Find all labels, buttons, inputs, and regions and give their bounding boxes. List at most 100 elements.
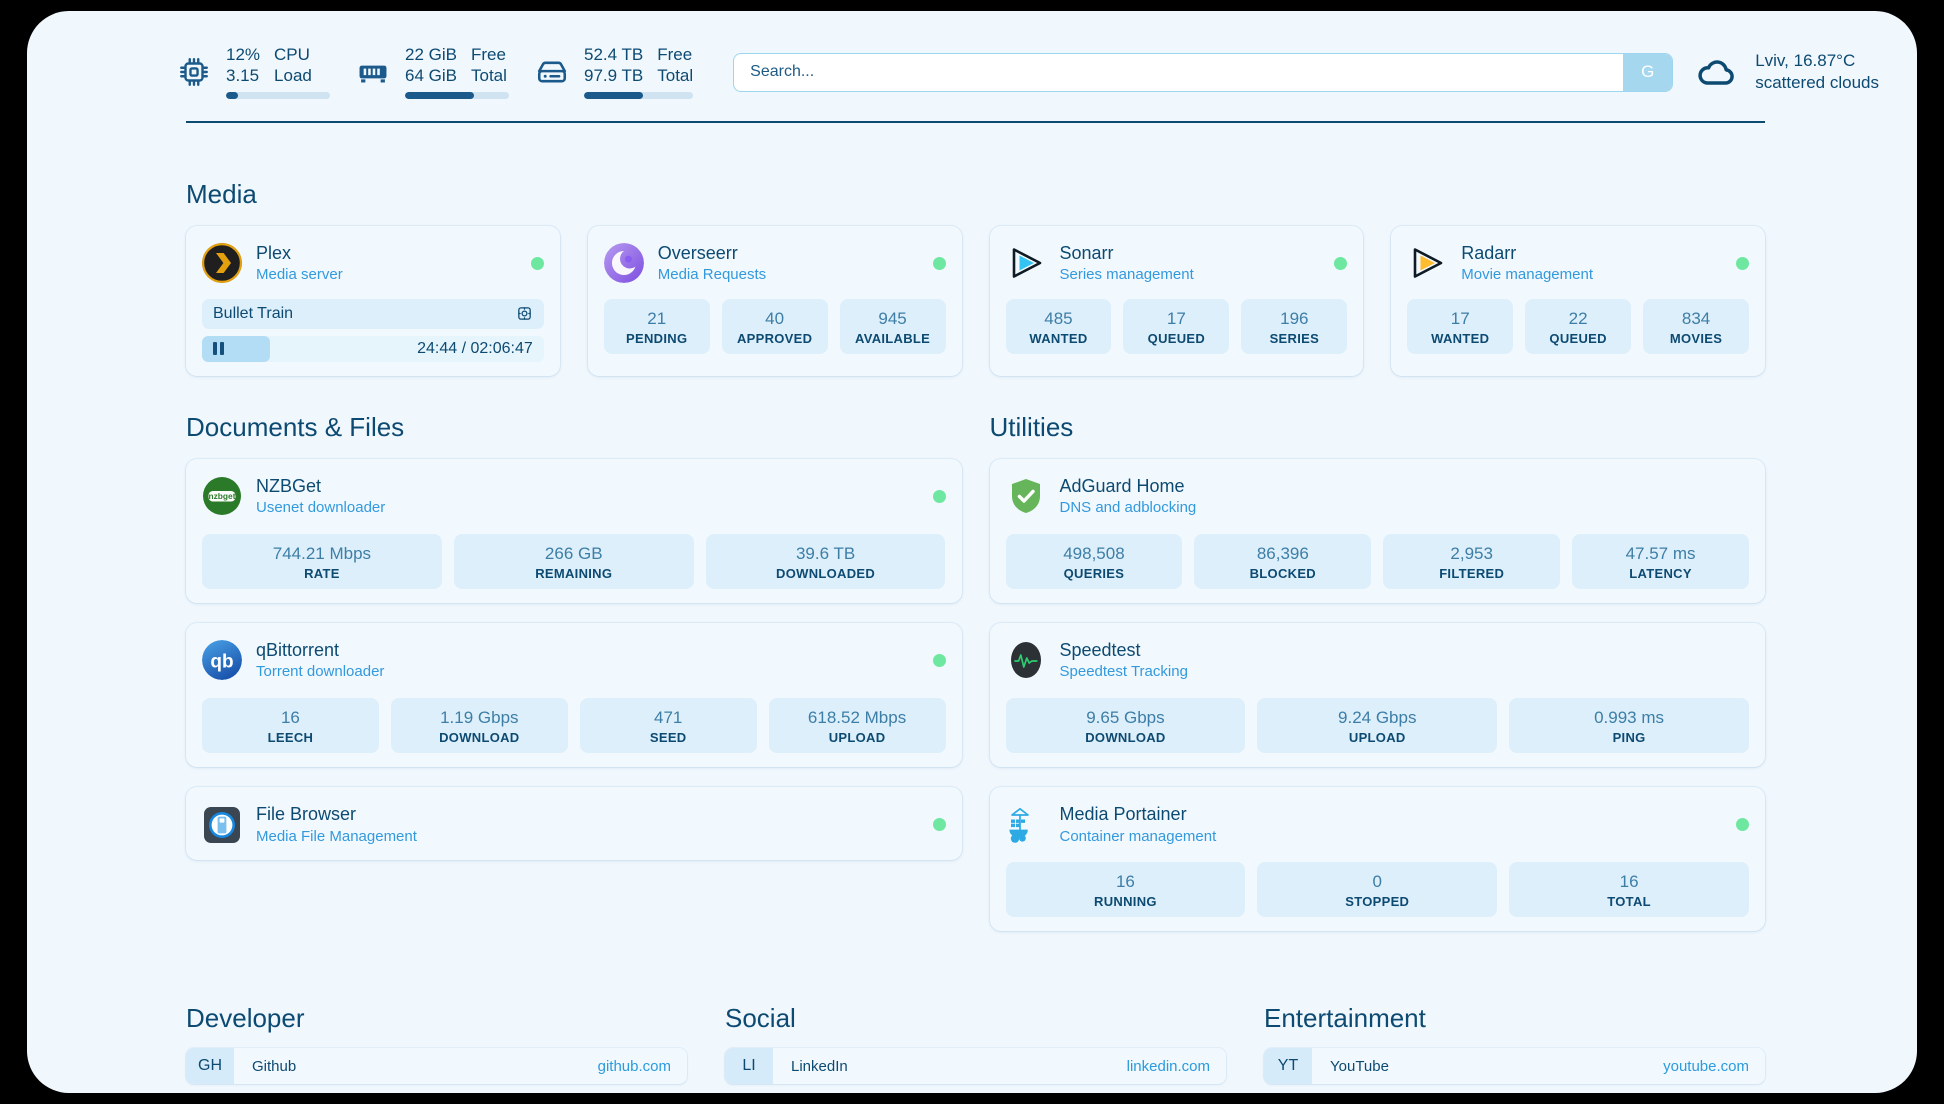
overseerr-logo — [603, 243, 644, 284]
stat-cpu-body: 12% 3.15 CPU Load — [226, 45, 330, 100]
service-card-header: Sonarr Series management — [1006, 242, 1348, 285]
stat-memory-values: 22 GiB 64 GiB Free Total — [405, 45, 509, 86]
stat-tile-label: UPLOAD — [1348, 730, 1406, 746]
service-card-radarr[interactable]: Radarr Movie management 17 WANTED 22 QUEUED 83… — [1391, 226, 1765, 376]
search-input[interactable] — [734, 53, 1624, 91]
stat-tile-label: REMAINING — [535, 566, 613, 582]
service-name: Speedtest — [1059, 640, 1141, 661]
utilities-section: Utilities AdGuard Home DNS and adblocking… — [989, 411, 1765, 932]
stat-tile-label: QUEUED — [1549, 331, 1607, 347]
bookmark-item[interactable]: GH Github github.com — [186, 1048, 687, 1085]
bookmark-item[interactable]: LI LinkedIn linkedin.com — [725, 1048, 1226, 1085]
search-submit-button[interactable]: G — [1623, 53, 1673, 91]
stat-storage-col1-bottom: 97.9 TB — [584, 65, 644, 85]
stat-memory-col1-bottom: 64 GiB — [405, 65, 457, 85]
service-subtitle: Series management — [1059, 266, 1194, 284]
media-section: Media Plex Media server Bullet Train 24:44 … — [186, 179, 1765, 376]
stat-tile-value: 266 GB — [544, 543, 603, 563]
service-name: Plex — [256, 243, 292, 263]
stat-tile-value: 16 — [1619, 872, 1639, 892]
service-card-nzbget[interactable]: nzbget NZBGet Usenet downloader 744.21 Mbps… — [186, 458, 962, 604]
service-card-header: Speedtest Speedtest Tracking — [1006, 639, 1750, 682]
stat-tile: 471 SEED — [579, 697, 757, 754]
stat-tile-label: MOVIES — [1669, 331, 1723, 347]
stat-tile: 17 WANTED — [1407, 298, 1514, 355]
stat-tile-label: FILTERED — [1439, 566, 1505, 582]
stat-tile-value: 21 — [647, 308, 667, 328]
stat-memory-col1: 22 GiB 64 GiB — [405, 45, 457, 86]
service-card-titles: Speedtest Speedtest Tracking — [1060, 639, 1188, 682]
service-subtitle: Speedtest Tracking — [1059, 663, 1188, 681]
stat-tile-label: SEED — [649, 730, 687, 746]
adguard-shield-logo — [1006, 476, 1046, 516]
header-divider — [186, 121, 1765, 123]
svg-text:nzbget: nzbget — [209, 491, 236, 501]
service-card-speedtest[interactable]: Speedtest Speedtest Tracking 9.65 Gbps DOWN… — [989, 623, 1765, 768]
service-name: Radarr — [1461, 243, 1517, 263]
service-card-plex[interactable]: Plex Media server Bullet Train 24:44 / 02:0… — [186, 226, 560, 376]
service-card-header: Plex Media server — [202, 242, 544, 285]
service-card-media-portainer[interactable]: Media Portainer Container management 16 RUN… — [989, 787, 1765, 932]
qbittorrent-logo: qb — [202, 640, 242, 681]
bookmark-group-title: Developer — [186, 1003, 305, 1034]
service-card-qbittorrent[interactable]: qb qBittorrent Torrent downloader 16 LEECH 1.… — [186, 623, 962, 768]
pause-icon[interactable] — [213, 342, 224, 356]
status-indicator-online — [932, 256, 946, 270]
service-card-overseerr[interactable]: Overseerr Media Requests 21 PENDING 40 APPROV… — [587, 226, 962, 376]
memory-stick-icon — [356, 55, 390, 89]
documents-card-stack: nzbget NZBGet Usenet downloader 744.21 Mbps… — [186, 458, 962, 861]
stat-tile-label: TOTAL — [1607, 894, 1651, 910]
stat-tile-value: 471 — [654, 707, 683, 727]
stat-tile: 196 SERIES — [1241, 298, 1348, 355]
plex-logo — [202, 243, 242, 284]
stat-cpu-values: 12% 3.15 CPU Load — [226, 45, 330, 86]
service-card-titles: NZBGet Usenet downloader — [256, 475, 385, 518]
service-card-file-browser[interactable]: File Browser Media File Management — [186, 787, 962, 861]
stat-tile-label: SERIES — [1269, 331, 1320, 347]
bookmark-abbreviation: YT — [1264, 1048, 1312, 1085]
stat-storage-values: 52.4 TB 97.9 TB Free Total — [584, 45, 693, 86]
sonarr-logo — [1006, 243, 1046, 283]
bookmark-url: github.com — [597, 1057, 671, 1075]
stat-tile-value: 22 — [1568, 308, 1588, 328]
utilities-card-stack: AdGuard Home DNS and adblocking 498,508 QUE… — [989, 458, 1765, 932]
utilities-section-title: Utilities — [989, 411, 1074, 442]
bookmark-group-developer: DeveloperGHGithubgithub.comSOStackOverfl… — [186, 1003, 687, 1093]
settings-icon[interactable] — [516, 305, 533, 322]
stat-tile-value: 618.52 Mbps — [807, 707, 907, 727]
now-playing-progress-bar[interactable]: 24:44 / 02:06:47 — [202, 335, 544, 362]
stat-tile-label: PING — [1612, 730, 1646, 746]
service-card-adguard-home[interactable]: AdGuard Home DNS and adblocking 498,508 QUE… — [989, 458, 1765, 604]
bookmark-name: Github — [252, 1057, 297, 1075]
bookmark-group-title: Entertainment — [1264, 1003, 1426, 1034]
service-card-titles: Plex Media server — [256, 242, 343, 285]
stat-memory-col2: Free Total — [471, 45, 507, 86]
stat-tile: 9.24 Gbps UPLOAD — [1257, 697, 1498, 754]
bookmark-item[interactable]: YT YouTube youtube.com — [1264, 1048, 1765, 1085]
bookmark-group-social: SocialLILinkedInlinkedin.comTWTwittertwi… — [725, 1003, 1226, 1093]
stat-cpu-col2: CPU Load — [274, 45, 312, 86]
stat-tile-label: AVAILABLE — [854, 331, 931, 347]
stat-tile: 498,508 QUERIES — [1005, 533, 1183, 590]
service-stat-tiles: 21 PENDING 40 APPROVED 945 AVAILABLE — [603, 298, 946, 355]
search-bar[interactable]: G — [733, 52, 1674, 92]
status-indicator-online — [932, 653, 946, 667]
service-stat-tiles: 16 RUNNING 0 STOPPED 16 TOTAL — [1005, 862, 1750, 918]
stat-tile: 16 RUNNING — [1005, 862, 1246, 918]
stat-cpu: 12% 3.15 CPU Load — [177, 45, 330, 100]
stat-memory-body: 22 GiB 64 GiB Free Total — [405, 45, 509, 100]
hard-drive-icon — [535, 55, 569, 89]
bookmark-group-entertainment: EntertainmentYTYouTubeyoutube.comNFNetfl… — [1264, 1003, 1765, 1093]
service-card-sonarr[interactable]: Sonarr Series management 485 WANTED 17 QUEUED… — [989, 226, 1364, 376]
service-name: File Browser — [256, 804, 357, 825]
media-card-grid: Plex Media server Bullet Train 24:44 / 02:0… — [186, 226, 1765, 376]
stat-tile-label: BLOCKED — [1249, 566, 1316, 582]
stat-storage-progress — [584, 92, 694, 100]
stat-cpu-progress — [226, 92, 330, 100]
service-stat-tiles: 744.21 Mbps RATE 266 GB REMAINING 39.6 TB DOW… — [202, 533, 946, 590]
stat-tile: 21 PENDING — [603, 298, 710, 355]
service-card-header: Overseerr Media Requests — [603, 242, 946, 285]
stat-memory-col2-top: Free — [470, 44, 506, 64]
stat-tile-label: UPLOAD — [828, 730, 886, 746]
stat-tile-value: 9.24 Gbps — [1338, 707, 1417, 727]
